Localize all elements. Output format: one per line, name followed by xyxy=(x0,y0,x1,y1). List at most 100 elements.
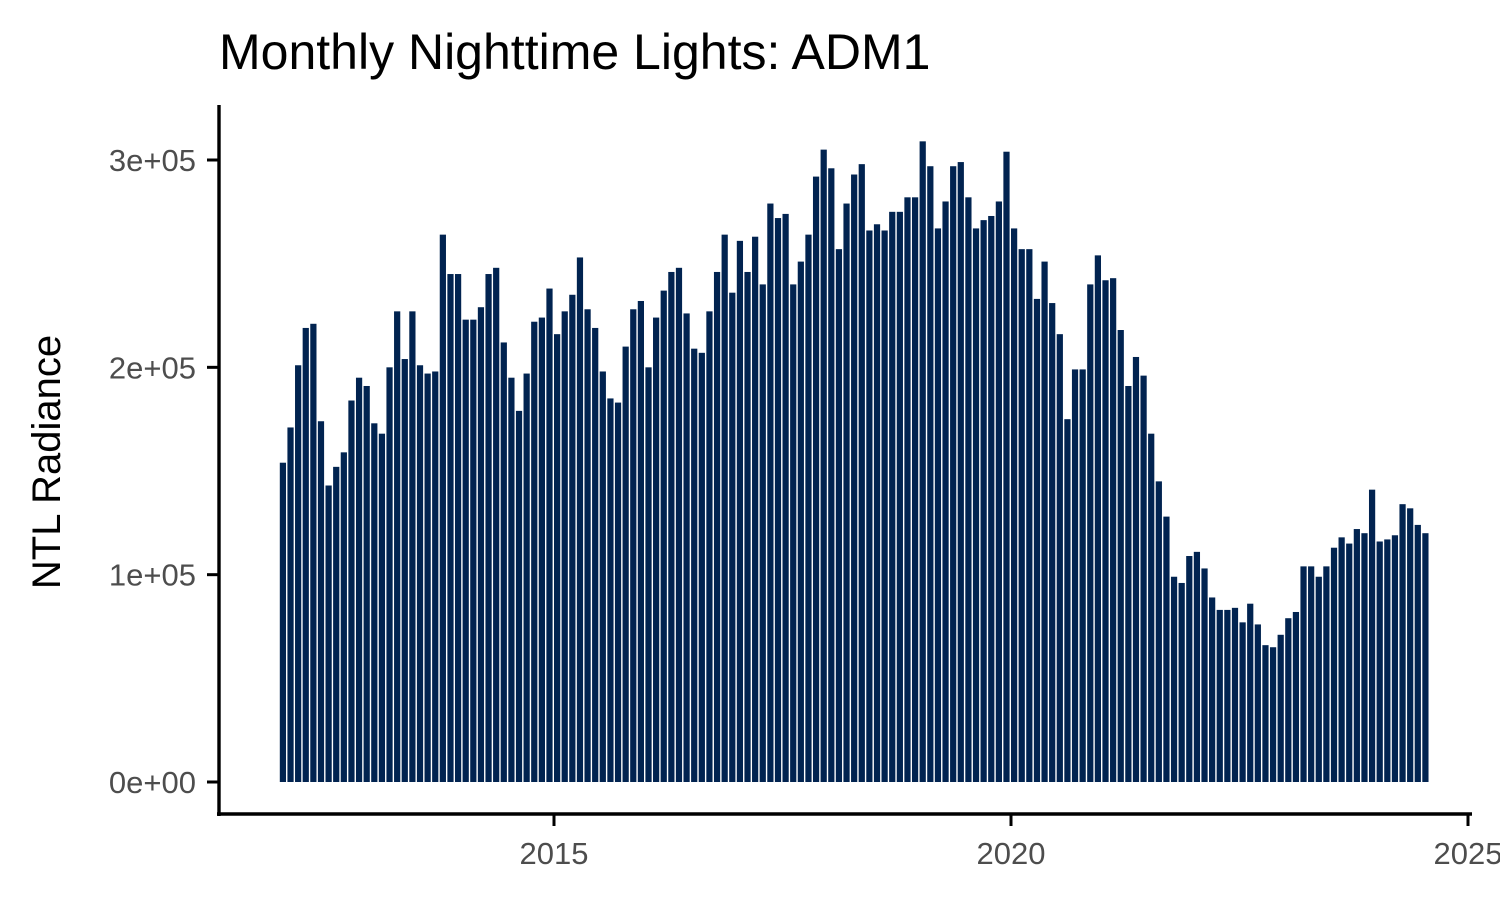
bar xyxy=(1186,556,1193,782)
bar xyxy=(774,218,782,783)
bar xyxy=(333,466,340,782)
bar xyxy=(538,317,545,782)
bar xyxy=(485,274,492,782)
bar xyxy=(866,230,873,783)
bar xyxy=(1254,624,1261,782)
bar xyxy=(805,234,812,782)
x-tick-label: 2025 xyxy=(1434,836,1500,871)
bar xyxy=(1178,582,1185,782)
bar xyxy=(1026,249,1033,782)
bar xyxy=(1262,645,1269,782)
bar xyxy=(706,311,713,782)
bar xyxy=(653,317,660,782)
bar xyxy=(614,402,622,782)
bar xyxy=(1170,576,1178,782)
bar xyxy=(1308,566,1315,782)
bar xyxy=(592,327,599,782)
bar xyxy=(790,284,797,782)
bar xyxy=(713,271,721,782)
bar xyxy=(371,423,378,782)
bar xyxy=(409,311,416,782)
bar xyxy=(546,288,553,782)
bar xyxy=(828,168,835,783)
bar xyxy=(1201,568,1208,782)
bar xyxy=(1376,541,1383,782)
bar xyxy=(1110,278,1117,782)
chart-title: Monthly Nighttime Lights: ADM1 xyxy=(219,24,930,80)
bar xyxy=(752,236,759,782)
bar xyxy=(942,201,949,783)
bar xyxy=(835,249,843,782)
bar xyxy=(1323,566,1330,782)
bar xyxy=(348,400,355,782)
bar xyxy=(493,267,500,782)
bar xyxy=(340,452,347,782)
bar xyxy=(881,230,888,783)
y-tick-label: 0e+00 xyxy=(109,765,196,800)
bar xyxy=(889,211,896,782)
bar xyxy=(310,323,317,782)
bar xyxy=(843,203,850,783)
bar xyxy=(424,373,431,782)
bar xyxy=(797,261,804,783)
bar xyxy=(1155,481,1162,782)
bar xyxy=(500,342,507,782)
bar xyxy=(858,164,865,782)
bar xyxy=(1361,533,1368,782)
bar xyxy=(1300,566,1307,782)
bar xyxy=(729,292,736,782)
bar xyxy=(683,313,690,782)
bar xyxy=(759,284,766,782)
bar xyxy=(1125,385,1132,782)
bar xyxy=(1239,622,1246,782)
x-tick-label: 2015 xyxy=(520,836,589,871)
bar xyxy=(851,174,858,782)
y-tick-label: 3e+05 xyxy=(109,143,196,178)
bar xyxy=(911,197,919,782)
bar xyxy=(1064,419,1071,782)
bar xyxy=(744,271,751,782)
bar xyxy=(462,319,469,782)
bar xyxy=(561,311,568,782)
bar xyxy=(363,385,370,782)
bar xyxy=(972,228,980,783)
bar xyxy=(470,319,477,782)
bar xyxy=(569,294,576,782)
bar xyxy=(599,371,606,782)
bar xyxy=(1269,647,1277,782)
bar xyxy=(584,309,591,782)
bar xyxy=(1285,618,1292,782)
bar xyxy=(1247,603,1254,782)
bar xyxy=(325,485,332,782)
bar xyxy=(1391,535,1399,782)
bar xyxy=(820,149,827,782)
bar xyxy=(1292,611,1300,782)
bar-series xyxy=(279,141,1429,783)
bar xyxy=(1193,551,1201,782)
bar xyxy=(439,234,446,782)
bar xyxy=(1071,369,1079,782)
bar xyxy=(531,321,538,782)
bar xyxy=(1011,228,1018,783)
bar xyxy=(1117,330,1124,782)
x-axis-ticks: 2015 2020 2025 xyxy=(520,814,1500,871)
bar xyxy=(1163,516,1170,782)
bar xyxy=(950,166,957,783)
bar xyxy=(1277,634,1284,782)
bar xyxy=(1049,303,1056,782)
bar xyxy=(622,346,629,782)
bar xyxy=(554,334,561,782)
bar xyxy=(1079,369,1086,782)
bar xyxy=(698,352,705,782)
bar xyxy=(1140,375,1147,782)
bar xyxy=(1148,433,1155,782)
bar xyxy=(904,197,911,782)
bar xyxy=(576,257,584,782)
bar xyxy=(782,213,789,782)
bar xyxy=(1407,508,1414,782)
bar xyxy=(1384,539,1391,782)
bar xyxy=(355,377,363,782)
bar xyxy=(295,365,302,782)
bar xyxy=(1346,543,1353,782)
